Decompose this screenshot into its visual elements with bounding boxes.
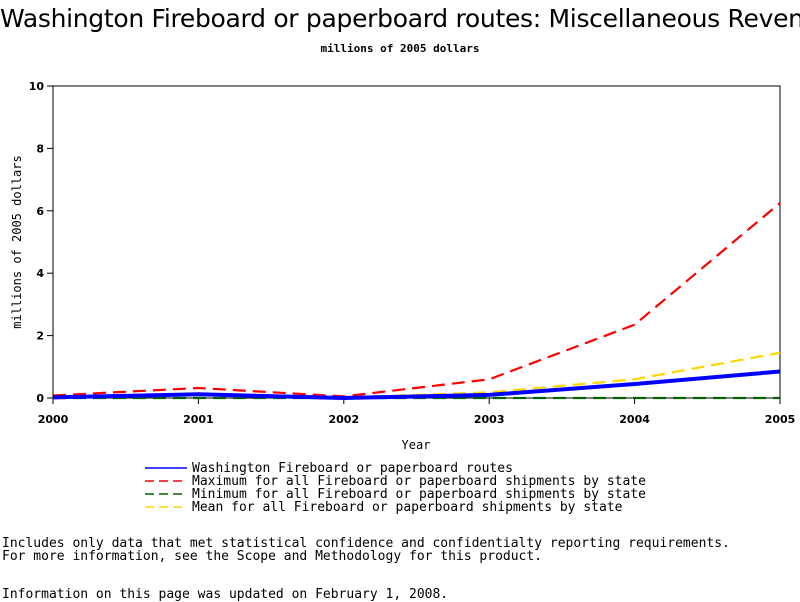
legend: Washington Fireboard or paperboard route… [145, 461, 646, 515]
legend-label-2: Minimum for all Fireboard or paperboard … [192, 487, 646, 502]
legend-label-0: Washington Fireboard or paperboard route… [192, 461, 513, 476]
y-axis: 0 2 4 6 8 10 [29, 80, 53, 405]
legend-label-1: Maximum for all Fireboard or paperboard … [192, 474, 646, 489]
note-updated: Information on this page was updated on … [2, 587, 449, 602]
chart-title: Washington Fireboard or paperboard route… [0, 4, 800, 33]
x-axis: 2000 2001 2002 2003 2004 2005 [38, 398, 796, 426]
x-axis-label: Year [402, 438, 431, 452]
y-tick-label: 6 [36, 205, 44, 218]
x-tick-label: 2000 [38, 413, 69, 426]
y-tick-label: 4 [36, 267, 44, 280]
series-lines [52, 202, 781, 401]
note-methodology: For more information, see the Scope and … [2, 549, 543, 564]
x-tick-label: 2002 [328, 413, 359, 426]
legend-label-3: Mean for all Fireboard or paperboard shi… [192, 500, 623, 515]
x-tick-label: 2005 [765, 413, 796, 426]
plot-frame [52, 85, 781, 399]
y-tick-label: 0 [36, 392, 44, 405]
x-tick-label: 2003 [474, 413, 505, 426]
note-confidentiality: Includes only data that met statistical … [2, 536, 730, 551]
series-line-0 [52, 369, 781, 401]
y-axis-label: millions of 2005 dollars [10, 155, 24, 328]
y-tick-label: 10 [29, 80, 45, 93]
chart-subtitle: millions of 2005 dollars [320, 42, 480, 55]
y-tick-label: 2 [36, 330, 44, 343]
y-tick-label: 8 [36, 142, 44, 155]
x-tick-label: 2004 [619, 413, 650, 426]
series-line-1 [52, 202, 781, 398]
x-tick-label: 2001 [183, 413, 214, 426]
